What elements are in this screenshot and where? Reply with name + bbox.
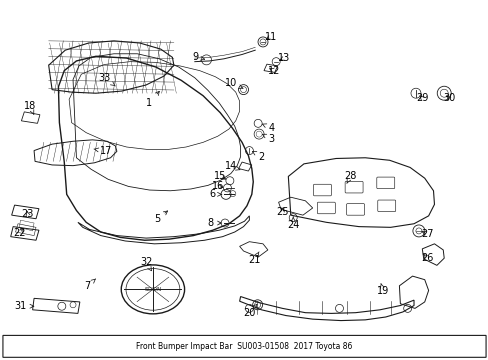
- Text: 23: 23: [21, 209, 34, 219]
- Text: 28: 28: [344, 171, 356, 184]
- Text: 19: 19: [376, 283, 388, 296]
- Text: 26: 26: [420, 253, 432, 263]
- Text: 12: 12: [267, 66, 279, 76]
- Text: 30: 30: [442, 93, 454, 103]
- Text: 1: 1: [146, 91, 159, 108]
- Text: 5: 5: [153, 211, 167, 224]
- Text: 6: 6: [209, 189, 221, 199]
- Text: 21: 21: [247, 252, 260, 265]
- Text: 24: 24: [286, 217, 299, 230]
- Text: 22: 22: [13, 228, 26, 238]
- Text: 3: 3: [262, 134, 274, 144]
- Text: 4: 4: [262, 123, 274, 133]
- Text: 15: 15: [214, 171, 226, 181]
- Text: SCION: SCION: [144, 287, 161, 292]
- Text: 7: 7: [84, 279, 96, 291]
- Text: 16: 16: [211, 181, 224, 192]
- Text: 9: 9: [192, 52, 204, 62]
- Text: 10: 10: [225, 78, 243, 89]
- Text: 27: 27: [420, 229, 432, 239]
- Text: 17: 17: [94, 146, 112, 156]
- Text: 20: 20: [243, 304, 257, 318]
- Text: 33: 33: [98, 73, 115, 86]
- Text: 11: 11: [264, 32, 277, 41]
- Text: 8: 8: [207, 218, 221, 228]
- Text: 18: 18: [24, 102, 36, 114]
- Text: 31: 31: [14, 301, 34, 311]
- Text: 25: 25: [276, 207, 288, 217]
- Text: 13: 13: [278, 53, 290, 63]
- Text: 14: 14: [224, 161, 240, 171]
- Text: Front Bumper Impact Bar  SU003-01508  2017 Toyota 86: Front Bumper Impact Bar SU003-01508 2017…: [136, 342, 352, 351]
- Text: 2: 2: [252, 151, 264, 162]
- Text: 29: 29: [415, 93, 427, 103]
- Text: 32: 32: [140, 257, 152, 271]
